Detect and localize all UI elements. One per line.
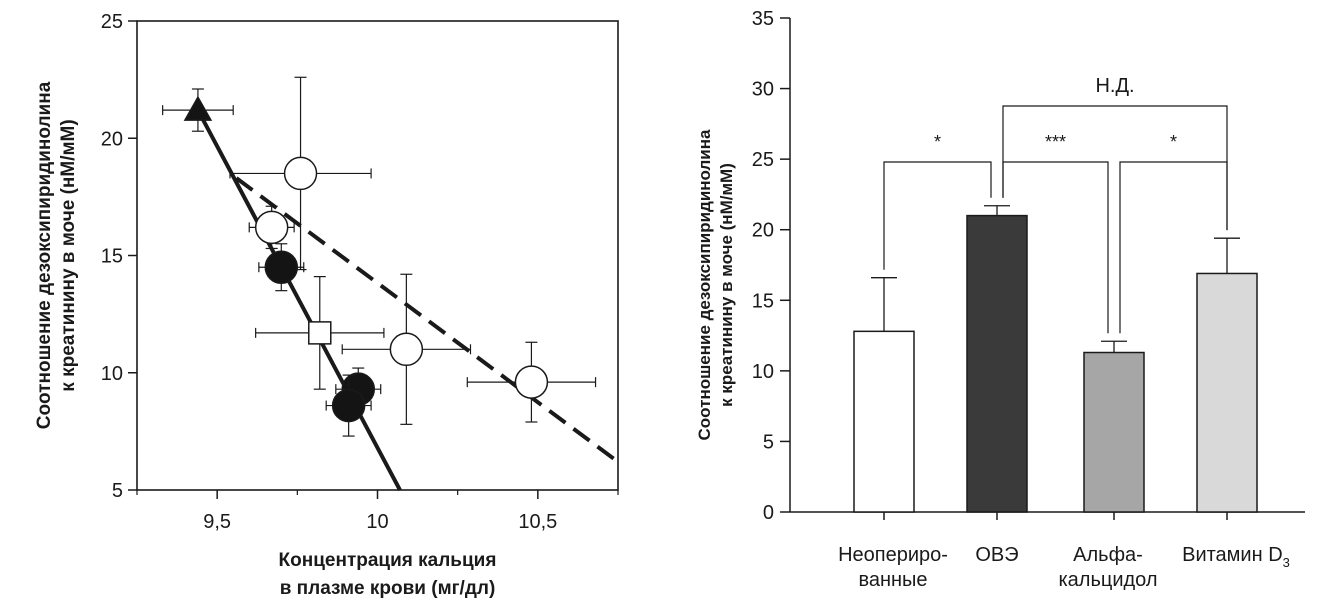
circle-marker xyxy=(265,251,297,283)
bar-y-tick-label: 20 xyxy=(752,220,774,242)
significance-label: * xyxy=(934,132,941,152)
scatter-point-circle-open xyxy=(230,77,371,269)
bar-y-tick-label: 15 xyxy=(752,290,774,312)
scatter-points xyxy=(163,77,596,436)
scatter-y-axis: 5 10 15 20 25 xyxy=(101,11,137,502)
scatter-y-tick-label: 20 xyxy=(101,128,123,150)
circle-marker xyxy=(333,390,365,422)
scatter-y-tick-label: 10 xyxy=(101,363,123,385)
significance-label: * xyxy=(1170,132,1177,152)
scatter-x-axis-label-line: Концентрация кальция xyxy=(279,550,497,571)
scatter-point-square-open xyxy=(256,277,384,390)
significance-label: Н.Д. xyxy=(1095,75,1134,97)
bar-y-tick-label: 0 xyxy=(763,502,774,524)
scatter-x-axis: 9,5 10 10,5 xyxy=(137,490,618,533)
bar-rect xyxy=(1197,273,1257,512)
significance-label: *** xyxy=(1045,132,1066,152)
scatter-point-circle-filled xyxy=(259,244,304,291)
circle-marker xyxy=(515,366,547,398)
scatter-y-axis-label-line: Соотношение дезоксипиридинолина xyxy=(34,81,55,429)
scatter-x-tick-label: 10,5 xyxy=(518,511,557,533)
bar-category-label: Неопериро-ванные xyxy=(838,544,948,591)
scatter-x-axis-label-line: в плазме крови (мг/дл) xyxy=(280,578,496,599)
bar-y-axis-label-line: к креатинину в моче (нМ/мМ) xyxy=(717,163,736,407)
scatter-y-axis-label: Соотношение дезоксипиридинолина к креатин… xyxy=(34,81,79,429)
scatter-y-axis-label-line: к креатинину в моче (нМ/мМ) xyxy=(58,119,79,391)
bar-category-label-subscript: 3 xyxy=(1283,555,1290,570)
bar-y-tick-label: 5 xyxy=(763,431,774,453)
bar-rect xyxy=(967,216,1027,512)
square-marker xyxy=(309,322,331,344)
bar-category-label-line: Альфа- xyxy=(1073,544,1143,566)
bracket-line xyxy=(1003,106,1227,230)
bar-y-tick-label: 10 xyxy=(752,361,774,383)
bar-category-label-line: кальцидол xyxy=(1058,569,1157,591)
scatter-point-triangle-filled xyxy=(163,89,234,131)
bar-category-label-line: Неопериро- xyxy=(838,544,948,566)
scatter-x-tick-label: 9,5 xyxy=(203,511,231,533)
bar-y-tick-label: 35 xyxy=(752,8,774,30)
triangle-marker xyxy=(185,97,211,120)
bar-category-label-line: ОВЭ xyxy=(975,544,1018,566)
bar-y-axis-label: Соотношение дезоксипиридинолина к креатин… xyxy=(695,129,736,441)
significance-bracket: Н.Д. xyxy=(1003,75,1227,230)
bar-categories: Неопериро-ванные ОВЭ Альфа-кальцидол Витами… xyxy=(838,544,1290,591)
scatter-x-tick-label: 10 xyxy=(366,511,388,533)
bar-4 xyxy=(1197,238,1257,512)
scatter-y-tick-label: 25 xyxy=(101,11,123,33)
bar-rect xyxy=(1084,353,1144,512)
bar-category-label-line: Витамин D xyxy=(1182,544,1283,566)
bar-1 xyxy=(854,278,914,512)
bar-series xyxy=(854,206,1257,512)
bar-2 xyxy=(967,206,1027,512)
circle-marker xyxy=(390,333,422,365)
dashed-fit-line xyxy=(236,178,618,462)
significance-brackets: * *** *Н.Д. xyxy=(884,75,1227,333)
bar-category-label: Витамин D3 xyxy=(1182,544,1290,570)
scatter-y-tick-label: 5 xyxy=(112,480,123,502)
bar-y-axis-label-line: Соотношение дезоксипиридинолина xyxy=(695,129,714,441)
scatter-y-tick-label: 15 xyxy=(101,246,123,268)
bar-rect xyxy=(854,331,914,512)
scatter-chart: 5 10 15 20 25 9,5 10 10,5 Соотношение дезоксип… xyxy=(34,11,618,599)
circle-marker xyxy=(285,157,317,189)
bar-3 xyxy=(1084,341,1144,512)
circle-marker xyxy=(256,211,288,243)
bar-y-tick-label: 30 xyxy=(752,79,774,101)
scatter-point-circle-open xyxy=(249,206,294,248)
scatter-x-axis-label: Концентрация кальция в плазме крови (мг/д… xyxy=(279,550,497,599)
bar-category-label: Альфа-кальцидол xyxy=(1058,544,1157,591)
bar-category-label: ОВЭ xyxy=(975,544,1018,566)
scatter-point-circle-open xyxy=(467,342,595,422)
scatter-plot-frame xyxy=(137,21,618,490)
bar-category-label-line: ванные xyxy=(858,569,927,591)
bar-y-tick-label: 25 xyxy=(752,149,774,171)
scatter-fit-lines xyxy=(198,110,618,490)
